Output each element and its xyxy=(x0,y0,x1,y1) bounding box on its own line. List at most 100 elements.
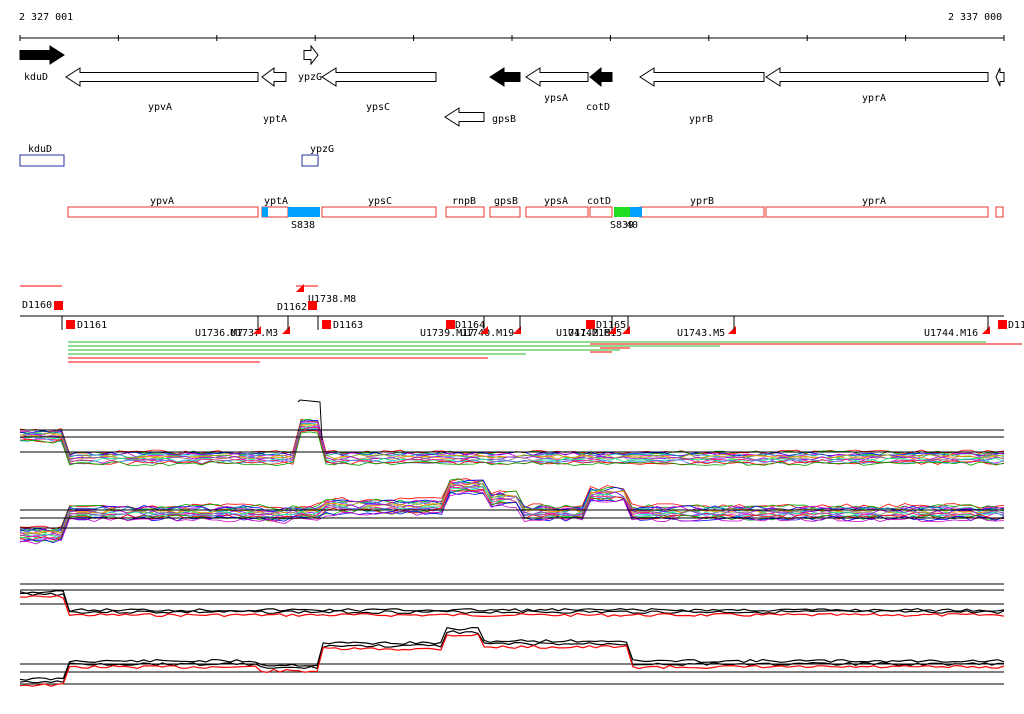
gene-arrow xyxy=(19,45,65,65)
segment-label: 40 xyxy=(626,220,638,231)
promoter-marker xyxy=(998,320,1007,329)
segment-id-label: U1744.M16 xyxy=(924,328,978,339)
red-box-label: yprB xyxy=(690,196,714,207)
segment-fill xyxy=(262,207,268,217)
segment-fill xyxy=(288,207,320,217)
expression-trace xyxy=(19,479,1005,533)
terminator-marker xyxy=(728,326,736,334)
promoter-marker xyxy=(54,301,63,310)
expression-trace xyxy=(19,482,1005,535)
segment-id-label: U1736.M7 xyxy=(195,328,243,339)
promoter-marker xyxy=(322,320,331,329)
red-box-label: rnpB xyxy=(452,196,476,207)
segment-label: S838 xyxy=(291,220,315,231)
promoter-marker xyxy=(446,320,455,329)
red-annotation-box xyxy=(489,206,521,218)
expression-trace xyxy=(19,428,1005,465)
red-box-label: yptA xyxy=(264,196,288,207)
red-annotation-box xyxy=(765,206,989,218)
gene-arrow xyxy=(303,44,319,66)
segment-id-label: D1162 xyxy=(277,302,307,313)
summary-trace xyxy=(19,592,1005,615)
gene-label: kduD xyxy=(24,72,48,83)
red-box-label: ypsC xyxy=(368,196,392,207)
expression-trace xyxy=(19,486,1005,540)
segment-id-label: D11 xyxy=(1008,320,1024,331)
gene-label: cotD xyxy=(586,102,610,113)
segment-fill-green xyxy=(614,207,630,217)
terminator-marker xyxy=(282,326,290,334)
gene-arrow xyxy=(765,67,989,87)
red-annotation-box xyxy=(321,206,437,218)
gene-label: yprA xyxy=(862,93,886,104)
segment-id-label: U1742.M15 xyxy=(568,328,622,339)
expression-trace xyxy=(19,425,1005,461)
blue-box-label: ypzG xyxy=(310,144,334,155)
gene-arrow xyxy=(525,67,589,87)
blue-box-label: kduD xyxy=(28,144,52,155)
expression-trace xyxy=(19,491,1005,545)
gene-arrow xyxy=(261,67,287,87)
segment-id-label: D1161 xyxy=(77,320,107,331)
gene-arrow xyxy=(639,67,765,87)
promoter-marker xyxy=(586,320,595,329)
red-annotation-box xyxy=(589,206,613,218)
expression-trace xyxy=(19,488,1005,542)
gene-arrow xyxy=(444,107,485,127)
expression-trace xyxy=(19,478,1005,532)
gene-arrow xyxy=(321,67,437,87)
gene-label: ypvA xyxy=(148,102,172,113)
segment-id-label: D1163 xyxy=(333,320,363,331)
gene-arrow xyxy=(589,66,613,88)
expression-trace xyxy=(19,421,1005,458)
red-box-label: yprA xyxy=(862,196,886,207)
segment-fill xyxy=(630,207,642,217)
segment-id-label: U1738.M8 xyxy=(308,294,356,305)
gene-label: yprB xyxy=(689,114,713,125)
segment-id-label: U1741.M16 xyxy=(556,328,610,339)
summary-trace xyxy=(19,595,1005,618)
gene-arrow xyxy=(489,67,521,87)
gene-label: ypsC xyxy=(366,102,390,113)
red-annotation-box xyxy=(445,206,485,218)
red-annotation-box xyxy=(995,206,1004,218)
expression-trace xyxy=(19,431,1005,467)
red-box-label: ypsA xyxy=(544,196,568,207)
promoter-marker xyxy=(308,301,317,310)
red-box-label: ypvA xyxy=(150,196,174,207)
segment-id-label: D1160 xyxy=(22,300,52,311)
summary-trace xyxy=(19,626,1005,681)
terminator-marker xyxy=(982,326,990,334)
terminator-marker xyxy=(513,326,521,334)
coord-start: 2 327 001 xyxy=(19,12,74,23)
terminator-marker xyxy=(296,284,304,292)
expression-trace xyxy=(19,484,1005,538)
segment-id-label: U1739.M17 xyxy=(420,328,474,339)
gene-label: gpsB xyxy=(492,114,516,125)
blue-annotation-box xyxy=(301,154,319,167)
gene-label: yptA xyxy=(263,114,287,125)
segment-id-label: D1164 xyxy=(455,320,485,331)
summary-trace xyxy=(19,589,1005,613)
gene-label: ypzG xyxy=(298,72,322,83)
red-annotation-box xyxy=(525,206,589,218)
terminator-marker xyxy=(253,326,261,334)
red-box-label: gpsB xyxy=(494,196,518,207)
segment-label: S839 xyxy=(610,220,634,231)
blue-annotation-box xyxy=(19,154,65,167)
coord-end: 2 337 000 xyxy=(948,12,1003,23)
segment-id-label: U1743.M5 xyxy=(677,328,725,339)
gene-arrow xyxy=(65,67,259,87)
promoter-marker xyxy=(66,320,75,329)
gene-label: ypsA xyxy=(544,93,568,104)
segment-id-label: D1165 xyxy=(596,320,626,331)
summary-trace xyxy=(19,633,1005,687)
red-annotation-box xyxy=(67,206,259,218)
summary-trace xyxy=(19,630,1005,684)
gene-arrow xyxy=(995,67,1005,87)
expression-spike xyxy=(297,399,323,441)
expression-trace xyxy=(19,427,1005,462)
red-box-label: cotD xyxy=(587,196,611,207)
